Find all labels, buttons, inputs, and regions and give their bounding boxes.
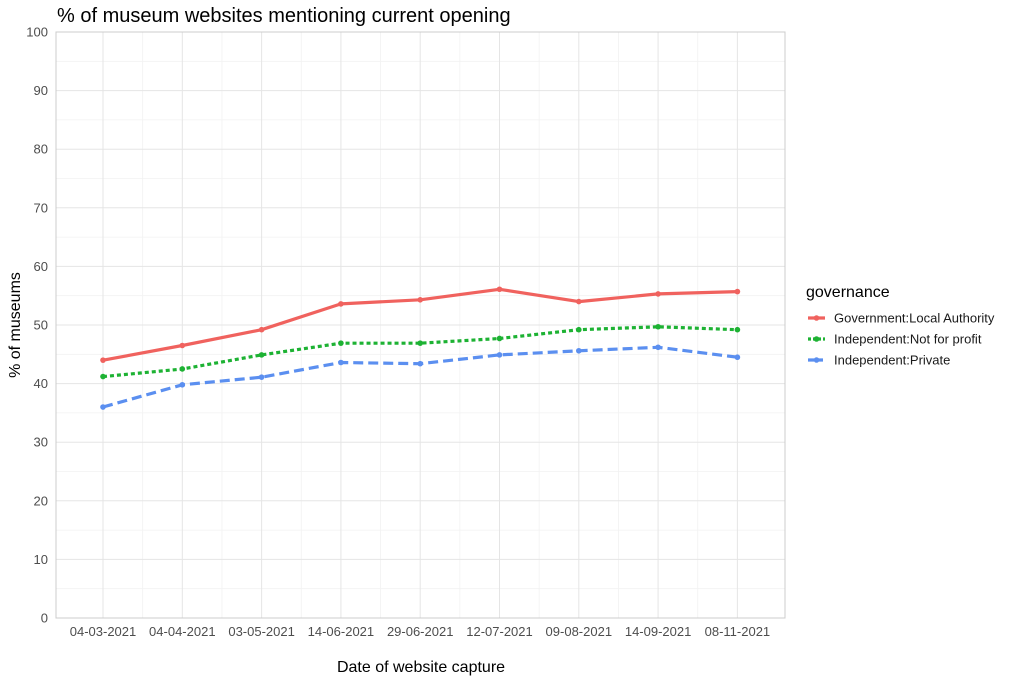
data-point	[576, 326, 582, 333]
x-tick-label: 14-09-2021	[625, 624, 692, 639]
y-tick-label: 0	[41, 611, 48, 626]
x-tick-label: 14-06-2021	[308, 624, 375, 639]
plot-panel	[55, 31, 786, 619]
y-tick-label: 70	[34, 200, 48, 215]
data-point	[655, 291, 661, 297]
y-tick-label: 50	[34, 318, 48, 333]
data-point	[417, 297, 424, 303]
x-tick-label: 12-07-2021	[466, 624, 533, 639]
data-point	[734, 326, 741, 333]
data-point	[258, 374, 265, 380]
y-tick-label: 30	[34, 435, 48, 450]
data-point	[179, 342, 186, 349]
legend-items: Government:Local Authority Independent:No…	[808, 311, 995, 368]
legend-item: Independent:Not for profit	[808, 332, 982, 347]
legend: governance Government:Local Authority Ind…	[806, 284, 995, 368]
series-lines	[100, 286, 741, 410]
legend-label: Government:Local Authority	[834, 311, 995, 326]
series-group	[100, 286, 741, 363]
data-point	[576, 347, 582, 354]
grid	[56, 31, 785, 619]
x-tick-label: 29-06-2021	[387, 624, 454, 639]
x-tick-label: 08-11-2021	[705, 624, 771, 639]
data-point	[496, 352, 503, 358]
data-point	[576, 298, 582, 305]
series-group	[100, 323, 741, 380]
x-axis-ticks: 04-03-2021 04-04-2021 03-05-2021 14-06-2021…	[70, 624, 770, 639]
y-tick-label: 20	[34, 493, 48, 508]
data-point	[338, 301, 344, 307]
y-tick-label: 100	[26, 25, 48, 40]
data-point	[417, 360, 424, 367]
x-axis-title: Date of website capture	[337, 659, 505, 676]
data-point	[734, 354, 741, 361]
legend-marker	[813, 336, 820, 342]
y-tick-label: 60	[34, 259, 48, 274]
legend-marker	[813, 357, 820, 363]
data-point	[496, 286, 503, 293]
legend-label: Independent:Private	[834, 353, 950, 368]
data-point	[258, 352, 265, 358]
y-axis-ticks: 0 10 20 30 40 50 60 70 80 90 100	[26, 25, 48, 626]
data-point	[100, 373, 106, 380]
data-point	[100, 357, 106, 363]
data-point	[734, 288, 741, 295]
y-tick-label: 80	[34, 142, 48, 157]
x-tick-label: 04-04-2021	[149, 624, 216, 639]
legend-item: Government:Local Authority	[808, 311, 995, 326]
data-point	[338, 359, 344, 366]
y-tick-label: 40	[34, 376, 48, 391]
x-tick-label: 09-08-2021	[546, 624, 613, 639]
data-point	[338, 340, 344, 346]
legend-item: Independent:Private	[808, 353, 950, 368]
data-point	[655, 323, 661, 330]
data-point	[417, 340, 424, 346]
data-point	[100, 404, 106, 410]
chart-title: % of museum websites mentioning current …	[57, 5, 511, 27]
data-point	[655, 344, 661, 351]
y-tick-label: 10	[34, 552, 48, 567]
series-line	[102, 325, 738, 379]
x-tick-label: 04-03-2021	[70, 624, 137, 639]
legend-label: Independent:Not for profit	[834, 332, 982, 347]
y-tick-label: 90	[34, 83, 48, 98]
x-tick-label: 03-05-2021	[228, 624, 295, 639]
legend-title: governance	[806, 284, 890, 301]
data-point	[179, 381, 186, 388]
legend-marker	[813, 315, 820, 321]
series-group	[100, 344, 741, 410]
data-point	[496, 335, 503, 342]
y-axis-title: % of museums	[7, 272, 24, 378]
data-point	[179, 366, 186, 372]
data-point	[258, 326, 265, 333]
